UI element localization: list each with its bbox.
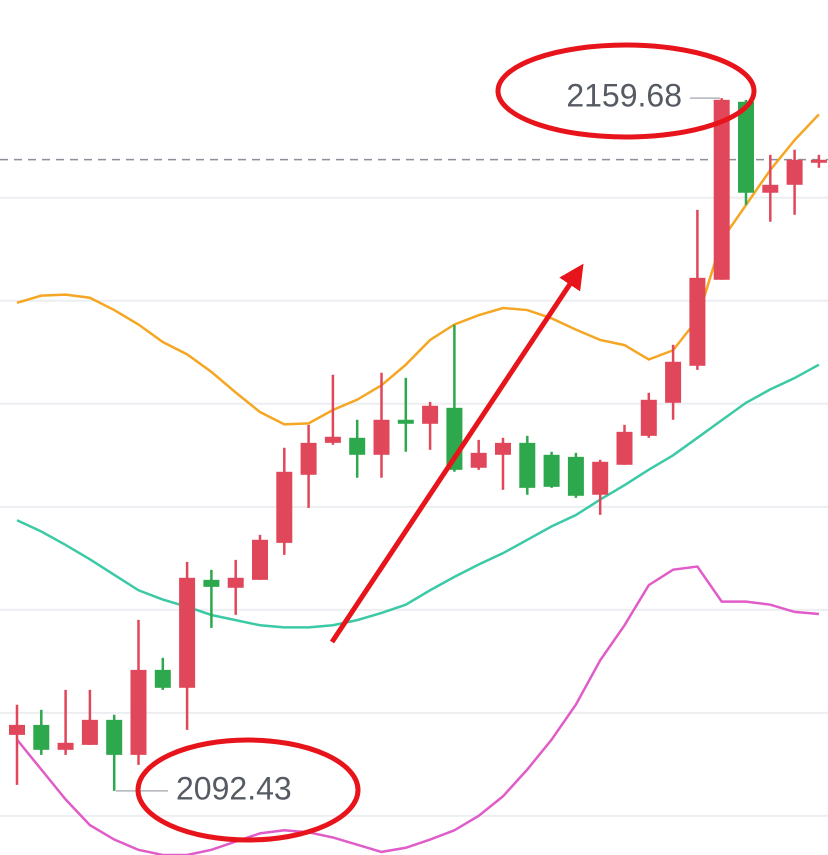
min-label: 2092.43 <box>176 770 292 806</box>
highlight-ellipse <box>135 737 361 843</box>
candle-body <box>567 456 584 496</box>
candle-body <box>300 442 317 475</box>
candle-body <box>130 669 147 755</box>
candle-body <box>276 471 293 543</box>
candle-body <box>495 442 511 455</box>
highlight-ellipse <box>495 42 757 140</box>
indicator-lines <box>16 113 820 855</box>
candle-body <box>422 405 439 424</box>
candle-body <box>470 452 487 468</box>
candle-body <box>33 724 50 750</box>
trend-arrow <box>329 263 584 644</box>
candle-body <box>810 159 827 163</box>
indicator-line <box>16 363 820 629</box>
candle-body <box>9 724 25 735</box>
annotations: 2159.68 2092.43 <box>116 78 720 806</box>
candle-body <box>519 442 536 488</box>
candle-body <box>543 454 560 487</box>
candle-body <box>665 361 682 403</box>
candles <box>9 98 827 791</box>
candle-body <box>786 159 803 185</box>
candle-body <box>713 99 730 280</box>
candle-body <box>349 437 366 455</box>
candle-body <box>689 277 706 366</box>
candle-body <box>762 184 779 193</box>
candle-body <box>592 461 609 495</box>
candle-body <box>324 436 341 443</box>
candle-body <box>373 419 390 455</box>
candle-body <box>397 419 414 424</box>
candle-body <box>640 399 657 436</box>
candle-body <box>203 579 220 587</box>
candle-body <box>227 577 244 588</box>
candle-body <box>106 719 123 755</box>
max-label: 2159.68 <box>566 78 682 114</box>
candle-body <box>616 431 633 465</box>
indicator-line <box>16 565 820 855</box>
candle-body <box>252 539 268 580</box>
candle-body <box>154 669 171 688</box>
grid <box>0 158 828 817</box>
candle-body <box>738 101 754 193</box>
candle-body <box>81 719 98 745</box>
candle-body <box>179 577 196 688</box>
candle-body <box>57 742 74 750</box>
indicator-line <box>16 113 820 426</box>
